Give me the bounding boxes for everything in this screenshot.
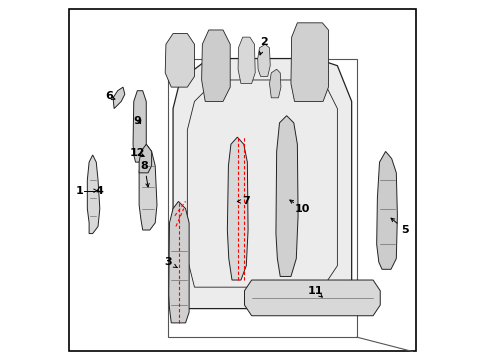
Polygon shape — [257, 44, 270, 76]
Text: 7: 7 — [242, 197, 250, 206]
Text: 4: 4 — [96, 186, 103, 196]
Text: 1: 1 — [76, 186, 83, 196]
Polygon shape — [227, 137, 247, 280]
Polygon shape — [139, 144, 151, 173]
Polygon shape — [165, 33, 194, 87]
Polygon shape — [201, 30, 230, 102]
Text: 3: 3 — [163, 257, 171, 267]
Text: 9: 9 — [133, 116, 141, 126]
Text: 6: 6 — [104, 91, 112, 101]
Text: 2: 2 — [260, 37, 267, 48]
Text: 8: 8 — [141, 161, 148, 171]
Polygon shape — [275, 116, 298, 276]
Polygon shape — [376, 152, 397, 269]
Polygon shape — [87, 155, 100, 234]
Polygon shape — [290, 23, 328, 102]
Text: 11: 11 — [307, 286, 322, 296]
Polygon shape — [133, 91, 146, 162]
FancyBboxPatch shape — [69, 9, 415, 351]
Polygon shape — [238, 37, 255, 84]
Polygon shape — [173, 59, 351, 309]
Polygon shape — [244, 280, 380, 316]
Text: 12: 12 — [129, 148, 145, 158]
Polygon shape — [168, 202, 189, 323]
Polygon shape — [139, 144, 157, 230]
Polygon shape — [269, 69, 281, 98]
Polygon shape — [113, 87, 124, 109]
Text: 10: 10 — [294, 203, 309, 213]
Text: 5: 5 — [401, 225, 408, 235]
